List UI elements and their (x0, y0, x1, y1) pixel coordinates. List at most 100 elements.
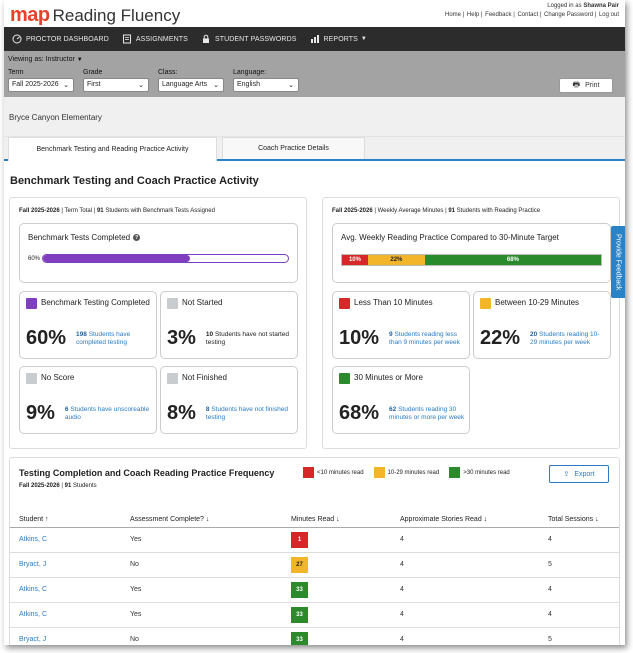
card-percent: 10% (339, 327, 380, 349)
student-link[interactable]: Atkins, C (10, 527, 121, 553)
minutes-cell: 33 (282, 577, 391, 603)
col-total-sessions[interactable]: Total Sessions ↓ (539, 513, 619, 528)
filter-bar: Viewing as: Instructor ▼ Term Fall 2025-… (4, 51, 625, 97)
card-description-link[interactable]: 62 Students reading 30 minutes or more p… (389, 406, 465, 422)
export-button[interactable]: ⇪ Export (549, 465, 609, 483)
panel-tail: Students with Benchmark Tests Assigned (105, 208, 215, 214)
grade-select[interactable]: First ⌄ (83, 78, 149, 92)
viewing-as-label: Viewing as: Instructor (8, 56, 75, 63)
col-assessment-complete[interactable]: Assessment Complete? ↓ (121, 513, 282, 528)
nav-label: REPORTS (323, 35, 358, 43)
logo-map-text: map (10, 4, 50, 26)
link-home[interactable]: Home (445, 12, 462, 18)
col-student[interactable]: Student ↑ (10, 513, 121, 528)
card-benchmark-completed: Benchmark Testing Completed 60% 198 Stude… (19, 291, 157, 359)
student-link[interactable]: Atkins, C (10, 602, 121, 628)
app-window: map Reading Fluency Logged in as Shawna … (4, 0, 625, 645)
assessment-complete-cell: Yes (121, 527, 282, 553)
minutes-cell: 33 (282, 627, 391, 645)
assessment-complete-cell: No (121, 552, 282, 578)
card-count: 6 (64, 405, 69, 413)
stories-cell: 4 (391, 552, 539, 578)
card-description-link[interactable]: 6 Students have unscoreable audio (65, 406, 152, 422)
link-change-password[interactable]: Change Password (544, 12, 594, 18)
user-area: Logged in as Shawna Pair Home | Help | F… (444, 3, 619, 18)
card-description-link[interactable]: 9 Students reading less than 9 minutes p… (389, 331, 465, 347)
chevron-down-icon: ▼ (76, 57, 83, 63)
minutes-badge: 33 (291, 606, 308, 623)
stories-cell: 4 (391, 602, 539, 628)
benchmark-progress: 60% (28, 254, 289, 263)
language-label: Language: (233, 69, 267, 76)
viewing-as-dropdown[interactable]: Viewing as: Instructor ▼ (8, 56, 83, 63)
card-text: Students have not started testing (205, 330, 290, 346)
logo-product-text: Reading Fluency (52, 6, 181, 25)
minutes-cell: 33 (282, 602, 391, 628)
sessions-cell: 4 (539, 577, 619, 603)
minutes-cell: 1 (282, 527, 391, 553)
legend-label: >30 minutes read (463, 469, 510, 476)
table-tail: Students (72, 483, 97, 489)
green-swatch-icon (449, 467, 461, 478)
term-select[interactable]: Fall 2025-2026 ⌄ (8, 78, 74, 92)
term-value: Fall 2025-2026 (12, 81, 59, 88)
grade-label: Grade (83, 69, 103, 76)
nav-student-passwords[interactable]: STUDENT PASSWORDS (201, 34, 297, 44)
card-text: Students have not finished testing (205, 405, 288, 421)
progress-label: 60% (28, 255, 41, 262)
school-name: Bryce Canyon Elementary (4, 97, 625, 137)
class-select[interactable]: Language Arts ⌄ (158, 78, 224, 92)
card-description-link[interactable]: 198 Students have completed testing (76, 331, 152, 347)
link-logout[interactable]: Log out (598, 12, 619, 18)
col-minutes-read[interactable]: Minutes Read ↓ (282, 513, 391, 528)
minutes-legend: <10 minutes read 10-29 minutes read >30 … (303, 467, 520, 478)
progress-fill (43, 255, 190, 262)
nav-assignments[interactable]: ASSIGNMENTS (122, 34, 188, 44)
card-description-link[interactable]: 8 Students have not finished testing (206, 406, 293, 422)
table-term: Fall 2025-2026 (19, 483, 60, 489)
card-title: Between 10-29 Minutes (495, 298, 580, 307)
card-percent: 60% (26, 327, 67, 349)
link-help[interactable]: Help (466, 12, 480, 18)
minutes-badge: 33 (291, 581, 308, 598)
nav-label: ASSIGNMENTS (135, 35, 188, 43)
user-name: Shawna Pair (583, 3, 619, 9)
red-swatch-icon (303, 467, 314, 478)
link-contact[interactable]: Contact (517, 12, 539, 18)
yellow-swatch-icon (373, 467, 385, 478)
student-link[interactable]: Atkins, C (10, 577, 121, 603)
card-description: 10 Students have not started testing (206, 331, 293, 347)
gray-swatch-icon (26, 373, 37, 384)
table-row: Bryact, J No 33 4 5 (10, 627, 619, 645)
sort-down-icon: ↓ (336, 516, 340, 524)
col-stories-read[interactable]: Approximate Stories Read ↓ (391, 513, 539, 528)
tab-benchmark-testing[interactable]: Benchmark Testing and Reading Practice A… (8, 137, 217, 161)
app-logo[interactable]: map Reading Fluency (10, 4, 180, 27)
segment-under-10: 10% (342, 255, 368, 265)
assessment-complete-cell: No (121, 627, 282, 645)
table-subtitle: Fall 2025-2026 | 91 Students (19, 483, 97, 489)
panel-count: 91 (448, 208, 455, 214)
progress-track (42, 254, 289, 263)
print-button[interactable]: 🖶 Print (559, 78, 613, 93)
sort-down-icon: ↓ (595, 516, 599, 524)
tab-coach-practice-details[interactable]: Coach Practice Details (222, 137, 365, 159)
card-less-than-10: Less Than 10 Minutes 10% 9 Students readi… (332, 291, 470, 359)
card-percent: 22% (480, 327, 521, 349)
nav-reports[interactable]: REPORTS ▼ (310, 34, 367, 44)
card-description-link[interactable]: 20 Students reading 10-29 minutes per we… (530, 331, 606, 347)
card-percent: 3% (167, 327, 196, 349)
provide-feedback-tab[interactable]: Provide Feedback (611, 226, 625, 298)
card-percent: 68% (339, 402, 380, 424)
student-link[interactable]: Bryact, J (10, 627, 121, 645)
student-link[interactable]: Bryact, J (10, 552, 121, 578)
practice-cards: Less Than 10 Minutes 10% 9 Students readi… (332, 291, 611, 441)
link-feedback[interactable]: Feedback (485, 12, 512, 18)
nav-proctor-dashboard[interactable]: PROCTOR DASHBOARD (12, 34, 109, 44)
minutes-badge: 33 (291, 631, 308, 645)
language-select[interactable]: English ⌄ (233, 78, 299, 92)
help-icon[interactable]: ? (133, 234, 141, 241)
card-title: Not Started (182, 298, 223, 307)
language-filter: Language: English ⌄ (233, 69, 299, 92)
table-count: 91 (64, 483, 72, 489)
